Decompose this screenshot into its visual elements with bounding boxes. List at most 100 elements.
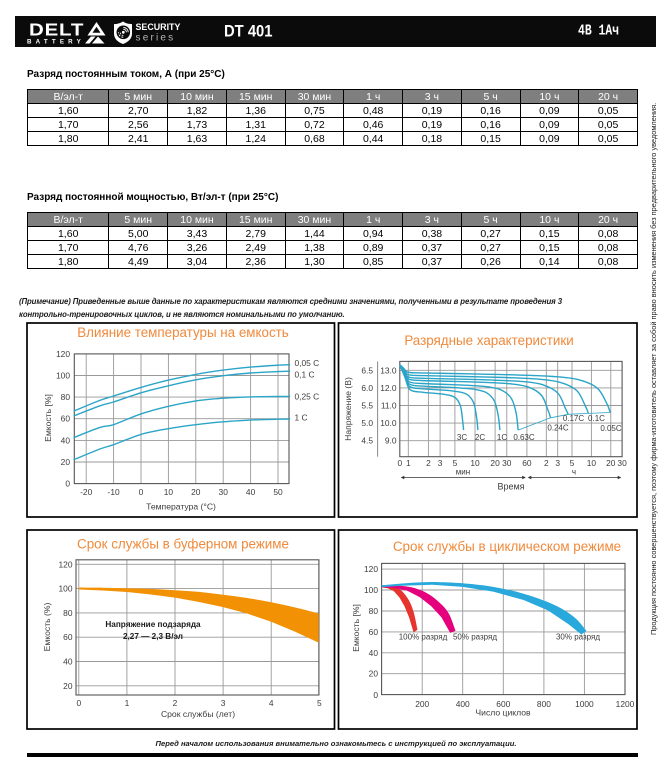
svg-text:100: 100 <box>59 584 73 594</box>
svg-text:1200: 1200 <box>616 699 635 709</box>
svg-text:11.0: 11.0 <box>381 401 397 411</box>
svg-text:0: 0 <box>397 458 402 468</box>
svg-text:2: 2 <box>173 698 178 708</box>
svg-text:0: 0 <box>139 487 144 497</box>
svg-text:5: 5 <box>453 458 458 468</box>
svg-text:120: 120 <box>56 349 70 359</box>
svg-text:800: 800 <box>537 699 551 709</box>
svg-text:Число циклов: Число циклов <box>475 708 531 718</box>
svg-text:13.0: 13.0 <box>380 365 397 375</box>
svg-text:20: 20 <box>606 458 616 468</box>
svg-text:2: 2 <box>426 458 431 468</box>
svg-text:5.0: 5.0 <box>361 418 373 428</box>
svg-text:3C: 3C <box>457 433 467 442</box>
svg-text:5: 5 <box>570 458 575 468</box>
svg-text:4.5: 4.5 <box>361 436 373 446</box>
svg-text:20: 20 <box>369 669 379 679</box>
svg-text:6.0: 6.0 <box>361 383 373 393</box>
svg-text:10: 10 <box>587 458 597 468</box>
svg-text:0,25 C: 0,25 C <box>295 392 320 402</box>
svg-text:3: 3 <box>438 458 443 468</box>
svg-text:30: 30 <box>502 458 512 468</box>
svg-text:0: 0 <box>76 698 81 708</box>
svg-text:0,1 C: 0,1 C <box>295 370 315 380</box>
svg-text:5.5: 5.5 <box>361 401 373 411</box>
svg-text:4В 1Ач: 4В 1Ач <box>578 23 619 40</box>
svg-text:1000: 1000 <box>575 699 594 709</box>
svg-text:-20: -20 <box>80 487 92 497</box>
svg-text:100: 100 <box>56 371 70 381</box>
svg-text:80: 80 <box>369 606 379 616</box>
svg-text:10: 10 <box>164 487 174 497</box>
svg-text:3: 3 <box>221 698 226 708</box>
svg-text:0.17C: 0.17C <box>563 414 585 423</box>
svg-text:Емкость [%]: Емкость [%] <box>351 604 361 652</box>
svg-text:0: 0 <box>65 479 70 489</box>
svg-text:1: 1 <box>406 458 411 468</box>
svg-text:1: 1 <box>125 698 130 708</box>
svg-text:50% разряд: 50% разряд <box>453 633 497 642</box>
svg-text:SECURITY: SECURITY <box>136 22 181 32</box>
svg-text:0,05 C: 0,05 C <box>295 358 320 368</box>
svg-text:20: 20 <box>490 458 500 468</box>
svg-text:Влияние температуры на емкость: Влияние температуры на емкость <box>77 325 289 340</box>
svg-text:ч: ч <box>572 468 576 477</box>
svg-text:Срок службы (лет): Срок службы (лет) <box>161 709 235 719</box>
svg-text:20: 20 <box>191 487 201 497</box>
svg-text:2: 2 <box>544 458 549 468</box>
svg-text:3: 3 <box>555 458 560 468</box>
svg-text:20: 20 <box>63 681 73 691</box>
svg-text:30: 30 <box>617 458 627 468</box>
svg-text:0.05C: 0.05C <box>600 424 622 433</box>
svg-text:30% разряд: 30% разряд <box>556 633 600 642</box>
svg-text:0.24C: 0.24C <box>547 424 569 433</box>
svg-text:20: 20 <box>61 457 71 467</box>
svg-text:80: 80 <box>63 608 73 618</box>
svg-text:0.63C: 0.63C <box>513 433 535 442</box>
svg-text:60: 60 <box>369 627 379 637</box>
svg-text:Время: Время <box>497 482 524 492</box>
svg-text:100: 100 <box>364 585 378 595</box>
svg-text:60: 60 <box>61 414 71 424</box>
svg-text:60: 60 <box>63 632 73 642</box>
svg-text:0: 0 <box>373 690 378 700</box>
svg-text:4: 4 <box>269 698 274 708</box>
svg-text:400: 400 <box>456 699 470 709</box>
svg-text:80: 80 <box>61 392 71 402</box>
svg-text:100% разряд: 100% разряд <box>399 633 448 642</box>
svg-text:2,27 — 2,3 В/эл: 2,27 — 2,3 В/эл <box>123 632 183 641</box>
svg-text:6.5: 6.5 <box>361 365 373 375</box>
svg-text:40: 40 <box>369 648 379 658</box>
svg-text:Температура (°C): Температура (°C) <box>146 502 216 512</box>
svg-text:50: 50 <box>273 487 283 497</box>
svg-text:BATTERY: BATTERY <box>27 39 85 46</box>
svg-text:5: 5 <box>317 698 322 708</box>
svg-text:Напряжение подзаряда: Напряжение подзаряда <box>105 620 201 629</box>
svg-text:2C: 2C <box>475 433 485 442</box>
svg-text:Емкость (%): Емкость (%) <box>42 602 52 651</box>
svg-text:120: 120 <box>364 564 378 574</box>
svg-text:40: 40 <box>61 435 71 445</box>
svg-text:10.0: 10.0 <box>380 418 397 428</box>
svg-text:10: 10 <box>470 458 480 468</box>
svg-text:40: 40 <box>63 657 73 667</box>
svg-text:30: 30 <box>219 487 229 497</box>
svg-text:Срок службы в буферном режиме: Срок службы в буферном режиме <box>77 537 289 552</box>
svg-text:-10: -10 <box>108 487 120 497</box>
svg-text:DT 401: DT 401 <box>224 22 273 41</box>
svg-text:Срок службы в циклическом режи: Срок службы в циклическом режиме <box>393 539 621 554</box>
svg-text:9.0: 9.0 <box>385 436 397 446</box>
svg-text:0.1C: 0.1C <box>588 414 605 423</box>
svg-text:40: 40 <box>246 487 256 497</box>
svg-text:series: series <box>136 33 176 44</box>
svg-text:1 C: 1 C <box>295 413 308 423</box>
svg-text:120: 120 <box>59 559 73 569</box>
svg-text:60: 60 <box>522 458 532 468</box>
svg-text:1C: 1C <box>497 433 507 442</box>
svg-text:200: 200 <box>415 699 429 709</box>
svg-text:DELT: DELT <box>29 21 84 40</box>
svg-text:Емкость [%]: Емкость [%] <box>43 394 53 442</box>
svg-text:Напряжение (В): Напряжение (В) <box>343 377 353 441</box>
svg-text:12.0: 12.0 <box>380 383 397 393</box>
svg-text:мин: мин <box>456 468 470 477</box>
